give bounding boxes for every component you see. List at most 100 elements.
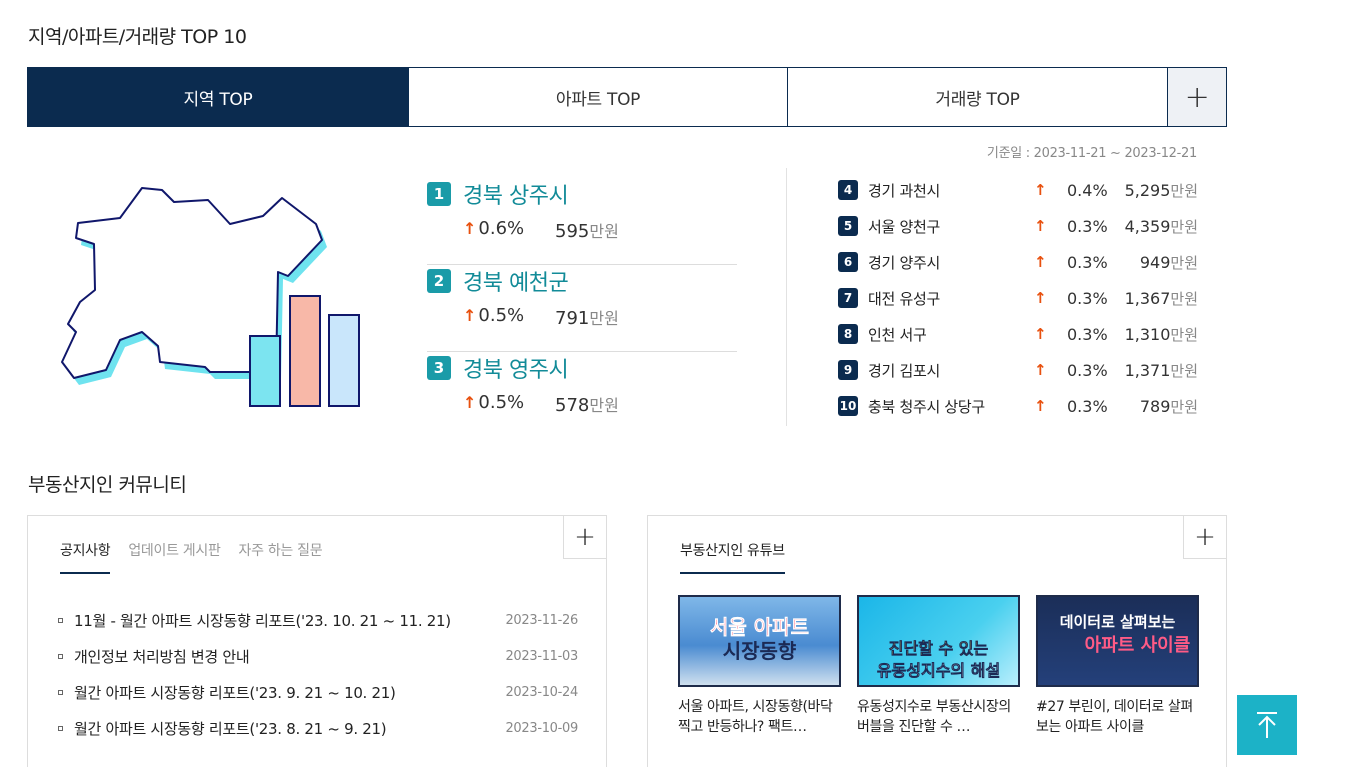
notice-item[interactable]: 개인정보 처리방침 변경 안내 2023-11-03 bbox=[58, 638, 578, 674]
rank-4-10-list: 4 경기 과천시 ↑ 0.4% 5,295만원 5 서울 양천구 ↑ 0.3% … bbox=[838, 172, 1198, 424]
rank-badge: 3 bbox=[427, 356, 451, 380]
change-rate: 0.3% bbox=[1067, 396, 1108, 416]
region-name: 경북 영주시 bbox=[463, 358, 569, 383]
section-title-top10: 지역/아파트/거래량 TOP 10 bbox=[28, 26, 247, 48]
notice-item[interactable]: 11월 - 월간 아파트 시장동향 리포트('23. 10. 21 ~ 11. … bbox=[58, 602, 578, 638]
video-thumbnail[interactable]: 진단할 수 있는 유동성지수의 해설 bbox=[857, 595, 1020, 687]
bar-illustration-2 bbox=[289, 295, 321, 407]
arrow-up-icon bbox=[1257, 712, 1277, 738]
region-map-chart-illustration bbox=[61, 187, 360, 407]
thumbnail-text: 유동성지수의 해설 bbox=[876, 661, 1001, 681]
plus-icon: + bbox=[1184, 79, 1210, 115]
arrow-up-icon: ↑ bbox=[1034, 181, 1047, 199]
change-rate: ↑ 0.5% bbox=[463, 305, 525, 326]
notice-item[interactable]: 월간 아파트 시장동향 리포트('23. 8. 21 ~ 9. 21) 2023… bbox=[58, 710, 578, 746]
price: 791만원 bbox=[555, 308, 619, 329]
rank-item[interactable]: 10 충북 청주시 상당구 ↑ 0.3% 789만원 bbox=[838, 388, 1198, 424]
tab-volume-top[interactable]: 거래량 TOP bbox=[788, 68, 1168, 126]
tab-faq[interactable]: 자주 하는 질문 bbox=[238, 543, 323, 559]
region-name: 경기 김포시 bbox=[868, 361, 940, 380]
rank-badge: 2 bbox=[427, 269, 451, 293]
top3-list: 1 경북 상주시 ↑ 0.6% 595만원 2 경북 예천군 ↑ 0.5% 791만… bbox=[427, 178, 737, 439]
video-title: #27 부린이, 데이터로 살펴보는 아파트 사이클 bbox=[1036, 699, 1193, 735]
region-name: 경북 상주시 bbox=[463, 184, 569, 209]
arrow-up-icon: ↑ bbox=[1034, 325, 1047, 343]
base-date: 기준일 : 2023-11-21 ~ 2023-12-21 bbox=[986, 146, 1197, 161]
notice-date: 2023-11-03 bbox=[505, 648, 578, 664]
arrow-up-icon: ↑ bbox=[463, 219, 477, 238]
youtube-more-button[interactable]: + bbox=[1183, 515, 1227, 559]
arrow-up-icon: ↑ bbox=[463, 306, 477, 325]
change-rate: 0.3% bbox=[1067, 252, 1108, 272]
top3-item-3[interactable]: 3 경북 영주시 ↑ 0.5% 578만원 bbox=[427, 352, 737, 439]
video-thumbnail[interactable]: 서울 아파트 시장동향 bbox=[678, 595, 841, 687]
thumbnail-text: 시장동향 bbox=[722, 639, 797, 663]
rank-badge: 8 bbox=[838, 324, 858, 344]
map-shape bbox=[61, 187, 327, 385]
change-rate: 0.3% bbox=[1067, 324, 1108, 344]
top3-item-2[interactable]: 2 경북 예천군 ↑ 0.5% 791만원 bbox=[427, 265, 737, 352]
notice-title: 월간 아파트 시장동향 리포트('23. 9. 21 ~ 10. 21) bbox=[74, 683, 396, 702]
divider bbox=[786, 168, 787, 426]
video-card[interactable]: 진단할 수 있는 유동성지수의 해설 유동성지수로 부동산시장의 버블을 진단할… bbox=[857, 595, 1020, 737]
tab-region-top[interactable]: 지역 TOP bbox=[28, 68, 409, 126]
price: 1,367만원 bbox=[1124, 288, 1198, 308]
rank-badge: 7 bbox=[838, 288, 858, 308]
rank-item[interactable]: 4 경기 과천시 ↑ 0.4% 5,295만원 bbox=[838, 172, 1198, 208]
square-bullet-icon bbox=[58, 617, 63, 623]
notice-list: 11월 - 월간 아파트 시장동향 리포트('23. 10. 21 ~ 11. … bbox=[58, 602, 578, 746]
plus-icon: + bbox=[1194, 522, 1216, 552]
arrow-up-icon: ↑ bbox=[1034, 289, 1047, 307]
region-name: 서울 양천구 bbox=[868, 217, 940, 236]
bar-illustration-3 bbox=[328, 314, 360, 407]
notice-date: 2023-11-26 bbox=[505, 612, 578, 628]
tab-youtube[interactable]: 부동산지인 유튜브 bbox=[680, 540, 785, 574]
video-card[interactable]: 데이터로 살펴보는 아파트 사이클 #27 부린이, 데이터로 살펴보는 아파트… bbox=[1036, 595, 1199, 737]
region-name: 경북 예천군 bbox=[463, 271, 569, 296]
change-rate: 0.3% bbox=[1067, 288, 1108, 308]
rank-badge: 1 bbox=[427, 182, 451, 206]
rank-item[interactable]: 5 서울 양천구 ↑ 0.3% 4,359만원 bbox=[838, 208, 1198, 244]
more-button[interactable]: + bbox=[1168, 68, 1226, 126]
tab-apartment-top[interactable]: 아파트 TOP bbox=[409, 68, 788, 126]
video-card[interactable]: 서울 아파트 시장동향 서울 아파트, 시장동향(바닥찍고 반등하나? 팩트… bbox=[678, 595, 841, 737]
tab-notice[interactable]: 공지사항 bbox=[60, 540, 111, 574]
rank-badge: 6 bbox=[838, 252, 858, 272]
rank-item[interactable]: 9 경기 김포시 ↑ 0.3% 1,371만원 bbox=[838, 352, 1198, 388]
price: 4,359만원 bbox=[1124, 216, 1198, 236]
region-name: 대전 유성구 bbox=[868, 289, 940, 308]
arrow-up-icon: ↑ bbox=[1034, 217, 1047, 235]
notice-item[interactable]: 월간 아파트 시장동향 리포트('23. 9. 21 ~ 10. 21) 202… bbox=[58, 674, 578, 710]
top10-tabs: 지역 TOP 아파트 TOP 거래량 TOP + bbox=[27, 67, 1227, 127]
region-name: 경기 과천시 bbox=[868, 181, 940, 200]
top3-item-1[interactable]: 1 경북 상주시 ↑ 0.6% 595만원 bbox=[427, 178, 737, 265]
rank-badge: 4 bbox=[838, 180, 858, 200]
change-rate: 0.3% bbox=[1067, 360, 1108, 380]
square-bullet-icon bbox=[58, 653, 63, 659]
community-tabs: 공지사항 업데이트 게시판 자주 하는 질문 bbox=[60, 540, 323, 574]
rank-item[interactable]: 6 경기 양주시 ↑ 0.3% 949만원 bbox=[838, 244, 1198, 280]
notice-date: 2023-10-09 bbox=[505, 720, 578, 736]
notice-title: 개인정보 처리방침 변경 안내 bbox=[74, 647, 250, 666]
scroll-to-top-button[interactable] bbox=[1237, 695, 1297, 755]
thumbnail-text: 진단할 수 있는 bbox=[888, 639, 989, 659]
rank-badge: 9 bbox=[838, 360, 858, 380]
price: 5,295만원 bbox=[1124, 180, 1198, 200]
rank-item[interactable]: 7 대전 유성구 ↑ 0.3% 1,367만원 bbox=[838, 280, 1198, 316]
change-rate: 0.3% bbox=[1067, 216, 1108, 236]
bar-illustration-1 bbox=[249, 335, 281, 407]
rank-badge: 10 bbox=[838, 396, 858, 416]
video-title: 유동성지수로 부동산시장의 버블을 진단할 수 … bbox=[857, 699, 1011, 735]
youtube-box: + 부동산지인 유튜브 서울 아파트 시장동향 서울 아파트, 시장동향(바닥찍… bbox=[647, 515, 1227, 767]
video-thumbnail[interactable]: 데이터로 살펴보는 아파트 사이클 bbox=[1036, 595, 1199, 687]
rank-item[interactable]: 8 인천 서구 ↑ 0.3% 1,310만원 bbox=[838, 316, 1198, 352]
notice-more-button[interactable]: + bbox=[563, 515, 607, 559]
square-bullet-icon bbox=[58, 725, 63, 731]
price: 949만원 bbox=[1139, 252, 1198, 272]
change-rate: ↑ 0.5% bbox=[463, 392, 525, 413]
rank-badge: 5 bbox=[838, 216, 858, 236]
tab-update-board[interactable]: 업데이트 게시판 bbox=[128, 543, 221, 559]
plus-icon: + bbox=[574, 522, 596, 552]
square-bullet-icon bbox=[58, 689, 63, 695]
video-list: 서울 아파트 시장동향 서울 아파트, 시장동향(바닥찍고 반등하나? 팩트… … bbox=[678, 595, 1199, 737]
